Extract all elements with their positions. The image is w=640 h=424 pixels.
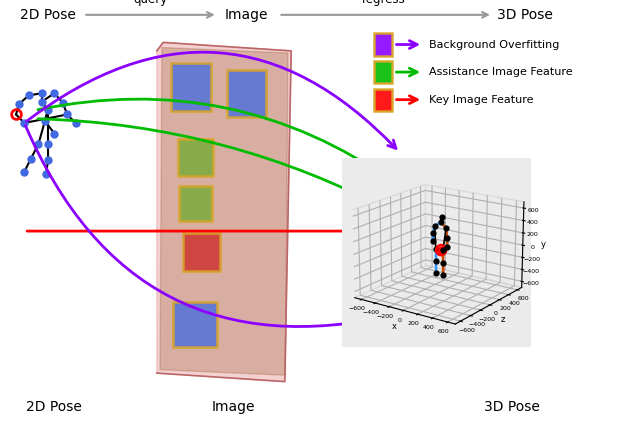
Text: Assistance Image Feature: Assistance Image Feature xyxy=(429,67,573,77)
Y-axis label: z: z xyxy=(501,315,506,324)
Text: 3D Pose: 3D Pose xyxy=(484,400,540,414)
Polygon shape xyxy=(157,42,291,382)
Text: Background Overfitting: Background Overfitting xyxy=(429,39,560,50)
Text: Key Image Feature: Key Image Feature xyxy=(429,95,534,105)
Bar xyxy=(374,33,392,56)
Text: 2D Pose: 2D Pose xyxy=(26,400,83,414)
Bar xyxy=(227,70,266,117)
Text: regress: regress xyxy=(362,0,406,6)
Text: 3D Pose: 3D Pose xyxy=(497,8,553,22)
Polygon shape xyxy=(160,47,288,375)
Text: Image: Image xyxy=(225,8,268,22)
Bar xyxy=(179,186,212,221)
Text: query: query xyxy=(133,0,168,6)
Bar xyxy=(374,89,392,111)
Bar xyxy=(171,62,211,111)
Text: 2D Pose: 2D Pose xyxy=(20,8,76,22)
Bar xyxy=(173,302,217,347)
Bar xyxy=(183,233,220,271)
Bar xyxy=(177,139,212,176)
X-axis label: x: x xyxy=(391,322,396,331)
Text: Image: Image xyxy=(212,400,255,414)
Bar xyxy=(374,61,392,83)
